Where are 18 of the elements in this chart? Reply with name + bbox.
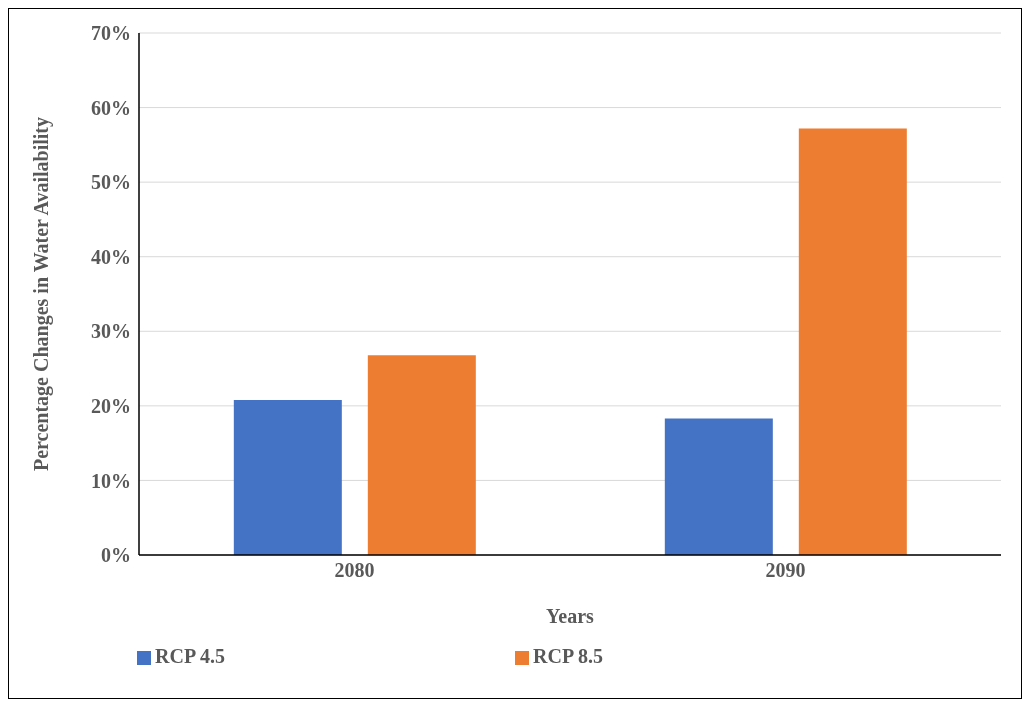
y-tick-label: 60%: [91, 96, 131, 119]
y-tick-label: 30%: [91, 320, 131, 343]
x-axis-title: Years: [546, 605, 595, 627]
bar: [233, 399, 342, 555]
x-tick-label: 2090: [765, 559, 806, 582]
y-axis-title: Percentage Changes in Water Availability: [30, 116, 54, 472]
y-tick-label: 0%: [101, 544, 131, 567]
y-tick-label: 20%: [91, 394, 131, 417]
legend-label: RCP 8.5: [533, 645, 603, 667]
y-tick-label: 10%: [91, 469, 131, 492]
y-tick-label: 70%: [91, 22, 131, 45]
legend-label: RCP 4.5: [155, 645, 225, 667]
y-tick-label: 40%: [91, 245, 131, 268]
x-tick-label: 2080: [334, 559, 375, 582]
bar: [664, 418, 773, 555]
bar: [367, 355, 476, 555]
y-tick-label: 50%: [91, 171, 131, 194]
bar: [798, 128, 907, 555]
